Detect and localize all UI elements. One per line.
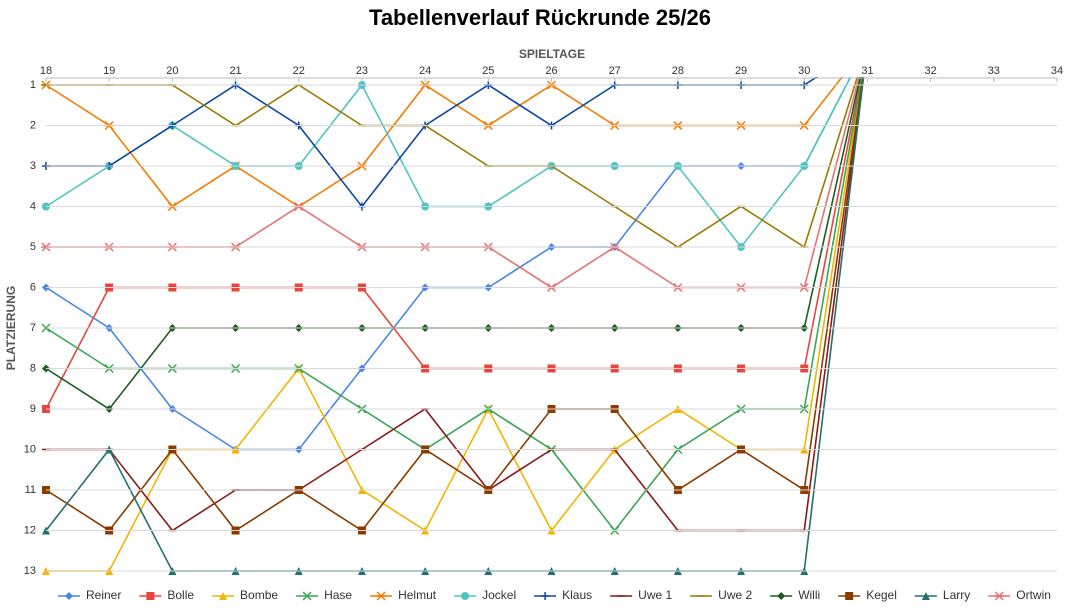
marker [863,41,871,49]
marker [863,41,871,49]
legend-label: Bolle [167,588,194,602]
marker [921,592,930,600]
x-tick-label: 25 [482,65,494,77]
y-tick-label: 8 [30,362,36,374]
x-tick-label: 32 [925,65,937,77]
legend-label: Helmut [398,588,437,602]
marker [541,592,550,600]
x-tick-label: 21 [229,65,241,77]
series-line [45,77,864,532]
x-tick-label: 23 [356,65,368,77]
y-tick-label: 6 [30,281,36,293]
x-tick-label: 24 [419,65,431,77]
y-tick-label: 3 [30,160,36,172]
y-tick-label: 9 [30,403,36,415]
marker [863,41,871,49]
legend-label: Kegel [866,588,897,602]
legend-label: Klaus [562,588,592,602]
marker [65,592,73,600]
x-tick-label: 26 [545,65,557,77]
x-tick-label: 22 [293,65,305,77]
marker [376,591,387,601]
y-tick-label: 13 [24,565,36,577]
marker [863,41,871,49]
legend-label: Ortwin [1016,588,1051,602]
marker [862,41,872,49]
legend-label: Jockel [482,588,516,602]
marker [994,591,1005,601]
legend-label: Uwe 2 [718,588,752,602]
y-tick-label: 5 [30,241,36,253]
series-line [45,77,862,411]
marker [863,41,871,49]
marker [863,41,871,49]
x-tick-label: 18 [40,65,52,77]
chart-title: Tabellenverlauf Rückrunde 25/26 [369,5,711,30]
legend-label: Larry [943,588,970,602]
x-tick-label: 19 [103,65,115,77]
legend-label: Reiner [86,588,121,602]
x-tick-label: 20 [166,65,178,77]
x-axis-label: SPIELTAGE [519,47,585,61]
x-tick-label: 34 [1051,65,1063,77]
y-axis-label: PLATZIERUNG [4,286,18,370]
x-tick-label: 27 [609,65,621,77]
y-tick-label: 2 [30,119,36,131]
marker [845,592,854,600]
x-tick-label: 30 [798,65,810,77]
marker [777,592,786,600]
legend-label: Uwe 1 [638,588,672,602]
x-tick-label: 31 [861,65,873,77]
x-tick-label: 33 [988,65,1000,77]
x-tick-label: 29 [735,65,747,77]
marker [219,592,228,600]
legend-label: Willi [798,588,820,602]
marker [302,591,312,601]
y-tick-label: 12 [24,524,36,536]
y-tick-label: 7 [30,322,36,334]
series-line [46,77,859,249]
marker [862,41,872,49]
y-tick-label: 11 [25,484,36,496]
marker [461,592,470,600]
y-tick-label: 4 [30,200,36,212]
marker [146,592,155,600]
plot-area [41,41,872,575]
y-tick-label: 1 [30,79,36,91]
series-line [45,77,862,410]
legend-label: Hase [324,588,352,602]
marker [863,41,871,49]
x-tick-label: 28 [672,65,684,77]
marker [863,41,871,49]
y-tick-label: 10 [24,443,36,455]
legend-label: Bombe [240,588,278,602]
marker [863,41,871,49]
